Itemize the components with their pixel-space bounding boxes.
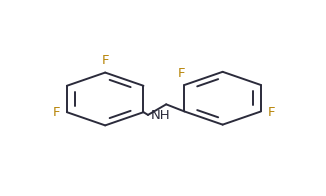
Text: F: F <box>267 106 275 119</box>
Text: F: F <box>178 67 185 80</box>
Text: F: F <box>53 106 61 119</box>
Text: F: F <box>101 54 109 67</box>
Text: NH: NH <box>151 109 170 122</box>
